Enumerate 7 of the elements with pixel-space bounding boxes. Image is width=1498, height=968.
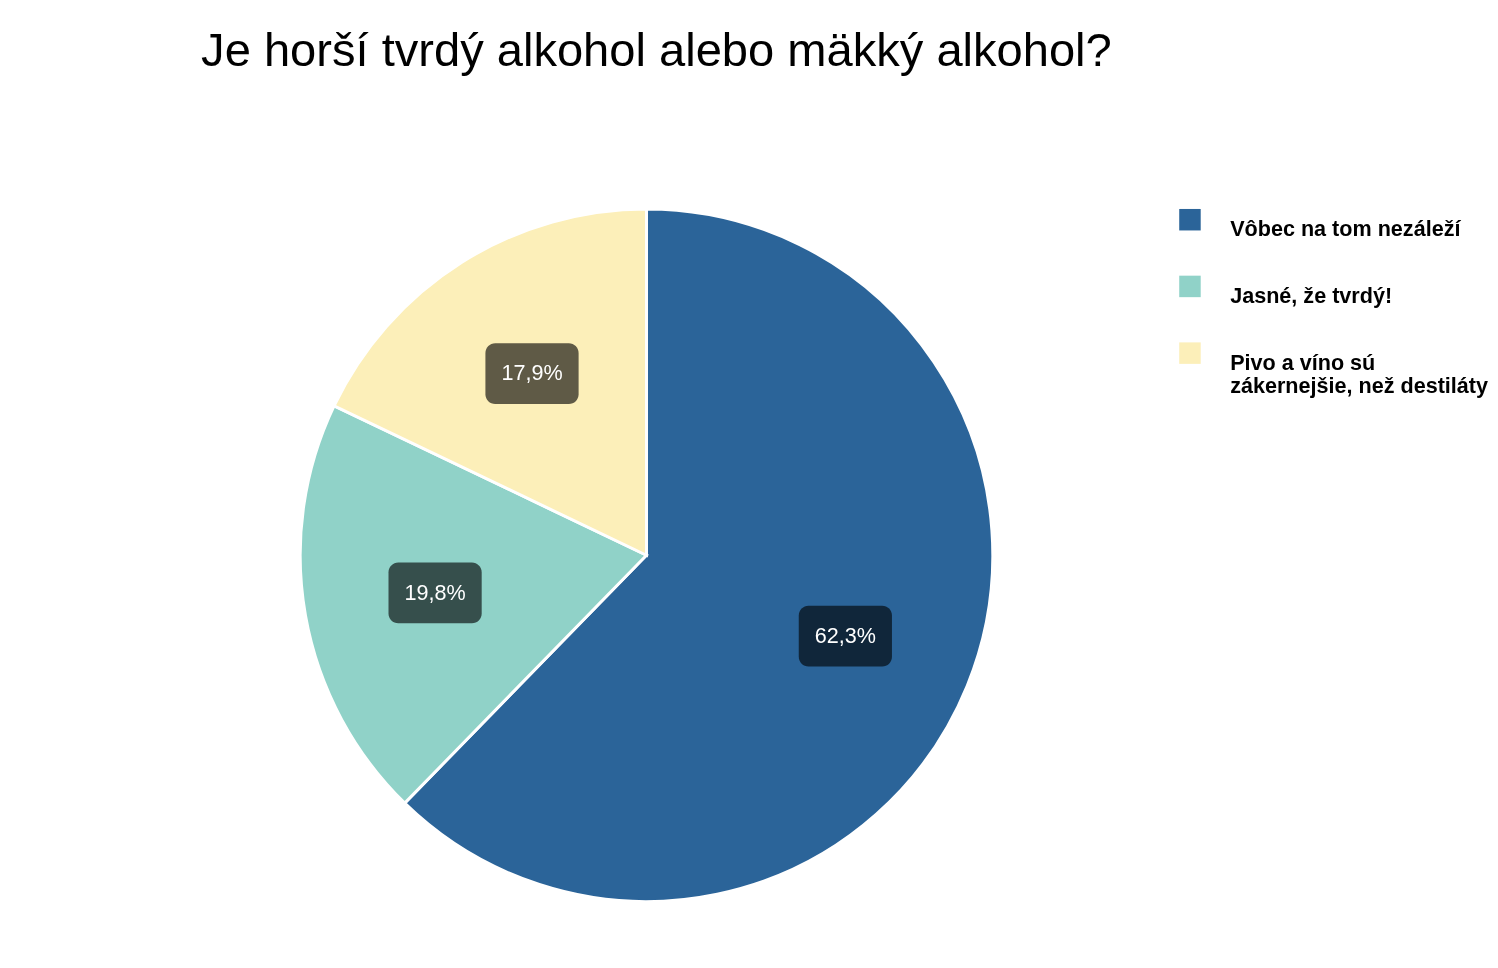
data-label: 17,9% (501, 360, 563, 386)
legend-label: Jasné, že tvrdý! (1230, 283, 1393, 309)
chart-title: Je horší tvrdý alkohol alebo mäkký alkohol? (201, 22, 1112, 76)
data-label: 62,3% (814, 623, 876, 648)
data-label: 19,8% (404, 579, 466, 605)
legend-label: Pivo a víno sú zákernejšie, než destiláty (1230, 349, 1489, 399)
legend-label: Vôbec na tom nezáleží (1230, 216, 1462, 242)
